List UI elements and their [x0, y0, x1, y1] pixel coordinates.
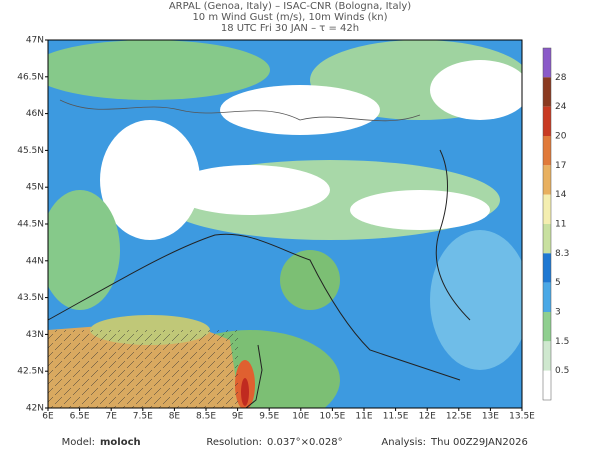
- colorbar-segment: [543, 194, 551, 224]
- footer-label: Model:: [62, 437, 95, 448]
- colorbar: 28 24 20 17 14 11 8.3 5 3 1.5 0.5: [542, 47, 569, 401]
- header-line: ARPAL (Genoa, Italy) – ISAC-CNR (Bologna…: [169, 1, 411, 12]
- lon-label: 12E: [419, 412, 436, 422]
- lon-label: 9.5E: [259, 412, 279, 422]
- map-field: [48, 40, 522, 408]
- lon-label: 12.5E: [446, 412, 472, 422]
- colorbar-segment: [543, 77, 551, 107]
- lon-label: 6.5E: [70, 412, 90, 422]
- colorbar-label: 5: [555, 278, 561, 288]
- lat-label: 46N: [26, 109, 44, 119]
- lat-axis: 47N 46.5N 46N 45.5N 45N 44.5N 44N 43.5N 43N 42.5N…: [17, 36, 48, 414]
- footer-value: 0.037°×0.028°: [267, 437, 343, 448]
- lon-label: 7.5E: [133, 412, 153, 422]
- lon-label: 13E: [482, 412, 499, 422]
- lat-label: 44.5N: [17, 220, 44, 230]
- lon-axis: 6E 6.5E 7E 7.5E 8E 8.5E 9E 9.5E 10E 10.5E 11E 11.5E…: [42, 408, 535, 422]
- lon-label: 9E: [232, 412, 244, 422]
- colorbar-segment: [543, 341, 551, 371]
- footer-value: Thu 00Z29JAN2026: [430, 437, 528, 448]
- header-line: 10 m Wind Gust (m/s), 10m Winds (kn): [192, 12, 387, 23]
- lon-label: 11.5E: [383, 412, 409, 422]
- footer-label: Resolution:: [206, 437, 262, 448]
- lat-label: 42N: [26, 404, 44, 414]
- colorbar-label: 24: [555, 102, 567, 112]
- lat-label: 42.5N: [17, 367, 44, 377]
- colorbar-segment: [543, 312, 551, 342]
- colorbar-frame: [542, 47, 552, 401]
- lat-label: 43N: [26, 330, 44, 340]
- lon-label: 8E: [169, 412, 181, 422]
- lon-label: 8.5E: [196, 412, 216, 422]
- lon-label: 13.5E: [509, 412, 535, 422]
- colorbar-segment: [543, 253, 551, 283]
- colorbar-segment: [543, 282, 551, 312]
- colorbar-segment: [543, 224, 551, 254]
- colorbar-label: 17: [555, 161, 566, 171]
- lat-label: 43.5N: [17, 293, 44, 303]
- lon-label: 6E: [42, 412, 54, 422]
- colorbar-label: 14: [555, 190, 567, 200]
- colorbar-label: 1.5: [555, 337, 569, 347]
- footer-value: moloch: [100, 437, 141, 448]
- lat-label: 45N: [26, 183, 44, 193]
- colorbar-label: 0.5: [555, 366, 569, 376]
- lat-label: 46.5N: [17, 72, 44, 82]
- colorbar-segment: [543, 370, 551, 400]
- footer-label: Analysis:: [381, 437, 426, 448]
- lon-label: 10.5E: [320, 412, 346, 422]
- colorbar-label: 8.3: [555, 249, 569, 259]
- colorbar-label: 3: [555, 308, 561, 318]
- lon-label: 7E: [105, 412, 117, 422]
- colorbar-label: 11: [555, 220, 566, 230]
- lat-label: 44N: [26, 256, 44, 266]
- colorbar-segment: [543, 165, 551, 195]
- header-line: 18 UTC Fri 30 JAN – τ = 42h: [221, 23, 359, 34]
- lat-label: 47N: [26, 36, 44, 46]
- lon-label: 11E: [355, 412, 372, 422]
- colorbar-segment: [543, 136, 551, 166]
- lat-label: 45.5N: [17, 146, 44, 156]
- colorbar-segment: [543, 48, 551, 78]
- lon-label: 10E: [292, 412, 309, 422]
- colorbar-label: 20: [555, 132, 567, 142]
- colorbar-segment: [543, 106, 551, 136]
- colorbar-label: 28: [555, 73, 567, 83]
